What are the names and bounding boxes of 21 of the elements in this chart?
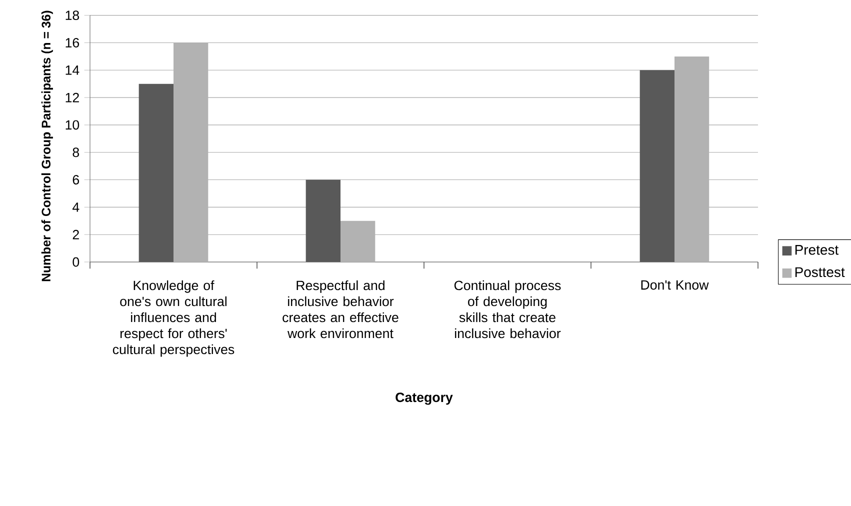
x-tick-label: Knowledge of one's own cultural influences and respect for others' cultural perspectives	[112, 280, 234, 357]
y-tick-label: 18	[66, 10, 80, 20]
y-tick-label: 4	[72, 202, 80, 212]
x-tick-label: Continual process of developing skills that create inclusive behavior	[454, 280, 561, 338]
y-tick-label: 14	[66, 66, 80, 75]
bar	[138, 84, 174, 262]
bar	[640, 70, 674, 262]
y-tick-label: 10	[66, 120, 80, 130]
legend-label: Posttest	[795, 267, 845, 278]
y-tick-label: 16	[66, 38, 80, 48]
bar	[306, 180, 340, 262]
x-axis-title: Category	[396, 392, 453, 405]
y-tick-label: 0	[72, 257, 80, 267]
y-tick-label: 2	[72, 230, 79, 240]
y-tick-label: 8	[72, 148, 80, 158]
y-axis-title: Number of Control Group Participants (n = 36)	[41, 10, 53, 282]
y-tick-label: 6	[72, 175, 80, 184]
legend-label: Pretest	[795, 245, 839, 255]
x-tick-label: Respectful and inclusive behavior creates an effective work environment	[282, 280, 398, 338]
y-tick-label: 12	[66, 92, 79, 102]
x-tick-label: Don't Know	[641, 280, 709, 290]
